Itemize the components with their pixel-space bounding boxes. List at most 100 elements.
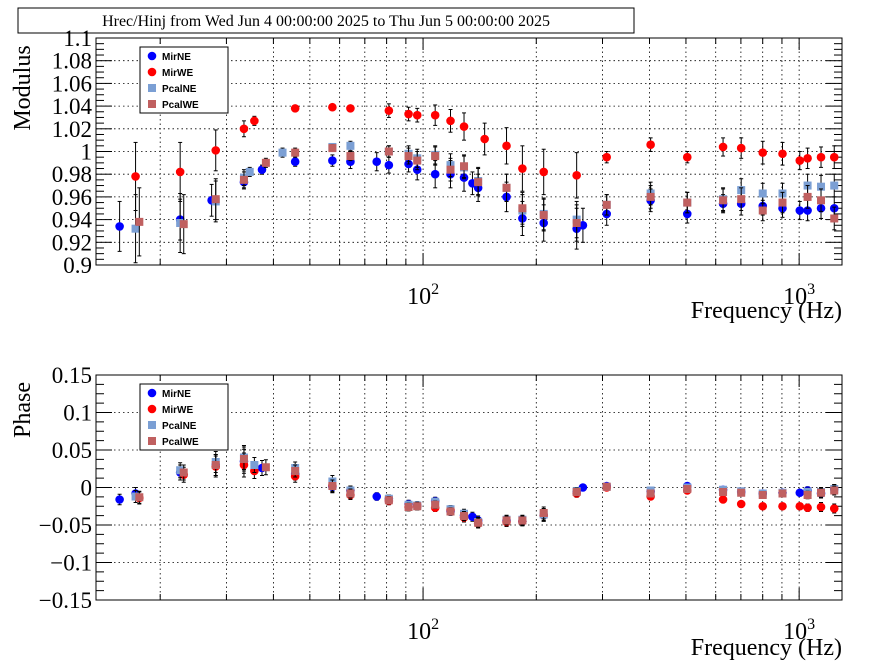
data-point-pcalne — [278, 148, 287, 157]
data-point-mirne — [372, 492, 382, 501]
data-point-pcalwe — [261, 463, 270, 472]
data-point-pcalwe — [239, 175, 248, 184]
data-point-mirne — [803, 206, 812, 215]
legend-label: MirWE — [162, 405, 193, 416]
y-tick-label: 0.96 — [52, 185, 92, 210]
data-point-mirwe — [412, 110, 422, 120]
x-tick-label: 103 — [783, 616, 815, 645]
data-point-mirwe — [459, 122, 469, 131]
grid-lines — [96, 374, 842, 601]
data-point-mirwe — [758, 501, 768, 511]
data-point-mirwe — [778, 501, 787, 511]
data-point-mirne — [290, 157, 300, 167]
data-point-mirwe — [131, 172, 140, 181]
data-point-mirne — [795, 488, 805, 498]
data-point-pcalwe — [446, 507, 455, 516]
data-point-pcalwe — [291, 148, 300, 157]
data-point-mirwe — [175, 167, 185, 177]
data-point-mirwe — [816, 152, 826, 162]
y-tick-label: −0.15 — [39, 588, 92, 613]
y-tick-label: 0.9 — [63, 253, 92, 278]
data-point-pcalwe — [460, 162, 469, 171]
data-point-mirne — [578, 483, 588, 492]
y-tick-label: 0.94 — [52, 208, 93, 233]
data-point-mirne — [115, 222, 124, 231]
y-tick-label: −0.1 — [50, 551, 92, 576]
legend-label: MirNE — [162, 389, 191, 400]
data-point-pcalwe — [737, 488, 746, 497]
legend-marker — [147, 388, 157, 398]
data-point-mirwe — [795, 156, 805, 165]
data-point-pcalwe — [737, 195, 746, 204]
data-point-pcalwe — [404, 152, 413, 161]
data-markers — [115, 102, 839, 264]
y-tick-label: −0.05 — [39, 513, 92, 538]
data-point-pcalwe — [328, 482, 337, 490]
series-pcalwe — [135, 446, 839, 528]
y-tick-label: 0.05 — [52, 438, 92, 463]
data-point-pcalwe — [646, 192, 655, 201]
data-point-pcalwe — [502, 183, 511, 192]
data-point-pcalwe — [572, 488, 581, 496]
data-point-pcalwe — [602, 482, 611, 491]
y-tick-label: 0.1 — [63, 401, 92, 426]
data-point-pcalwe — [518, 204, 527, 213]
data-point-mirwe — [346, 104, 355, 113]
data-point-pcalne — [245, 167, 254, 176]
legend-marker — [147, 51, 157, 61]
data-point-mirwe — [290, 104, 300, 113]
y-tick-label: 1.02 — [52, 117, 92, 142]
series-pcalwe — [135, 144, 839, 257]
data-point-pcalwe — [211, 461, 220, 469]
data-point-pcalne — [817, 182, 826, 191]
data-point-pcalwe — [572, 219, 581, 228]
data-point-pcalwe — [404, 503, 413, 511]
data-point-mirwe — [211, 146, 221, 155]
data-point-mirwe — [816, 502, 826, 512]
data-point-mirwe — [502, 141, 511, 151]
legend: MirNE MirWE PcalNE PcalWE — [139, 383, 229, 451]
legend-label: PcalWE — [162, 100, 199, 111]
x-tick-label: 102 — [407, 616, 439, 645]
data-point-mirne — [115, 495, 124, 504]
data-point-pcalwe — [413, 502, 422, 511]
legend-marker — [147, 67, 157, 77]
data-point-mirwe — [404, 109, 413, 119]
data-point-pcalwe — [474, 518, 483, 527]
data-point-pcalwe — [830, 214, 839, 223]
data-point-mirwe — [795, 501, 805, 511]
y-tick-label: 1.04 — [52, 94, 93, 119]
data-point-pcalwe — [803, 192, 812, 201]
data-point-mirwe — [539, 167, 549, 177]
chart-title: Hrec/Hinj from Wed Jun 4 00:00:00 2025 t… — [102, 13, 550, 30]
data-point-pcalwe — [758, 491, 767, 499]
legend-label: MirNE — [162, 52, 191, 63]
data-point-mirne — [372, 157, 382, 167]
y-tick-label: 1.08 — [52, 49, 92, 74]
data-point-pcalwe — [683, 198, 692, 207]
x-tick-label: 102 — [407, 281, 439, 310]
data-point-pcalwe — [719, 196, 728, 205]
data-point-pcalwe — [384, 147, 393, 156]
data-point-mirwe — [328, 102, 337, 112]
data-point-pcalwe — [758, 206, 767, 215]
legend: MirNE MirWE PcalNE PcalWE — [139, 46, 229, 114]
data-point-mirwe — [736, 499, 746, 509]
data-point-pcalwe — [179, 468, 188, 477]
data-point-pcalne — [250, 461, 259, 469]
x-axis-title: Frequency (Hz) — [691, 298, 842, 324]
data-point-mirwe — [778, 149, 787, 159]
data-point-pcalwe — [646, 489, 655, 498]
data-point-pcalne — [346, 141, 355, 150]
data-point-mirwe — [803, 503, 812, 513]
legend-marker — [148, 100, 156, 108]
data-point-pcalwe — [817, 488, 826, 497]
data-point-pcalwe — [239, 455, 248, 463]
data-point-pcalwe — [830, 486, 839, 495]
data-point-pcalwe — [502, 516, 511, 525]
y-axis-title: Modulus — [10, 45, 36, 130]
data-point-pcalwe — [179, 220, 188, 229]
data-point-mirwe — [446, 116, 455, 126]
data-point-pcalwe — [431, 152, 440, 161]
title-box: Hrec/Hinj from Wed Jun 4 00:00:00 2025 t… — [17, 7, 635, 34]
